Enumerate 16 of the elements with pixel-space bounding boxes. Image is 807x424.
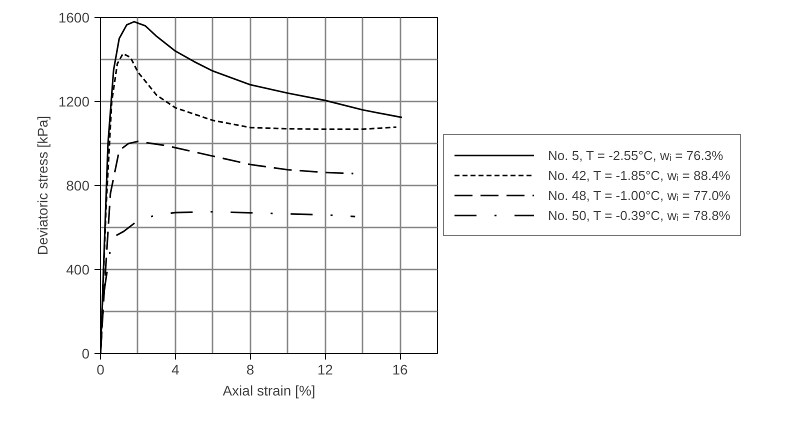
text: No. 5, T = -2.55°C, wᵢ = 76.3%: [548, 148, 724, 162]
y-tick-label: 1200: [58, 94, 90, 110]
text: No. 48, T = -1.00°C, wᵢ = 77.0%: [548, 188, 730, 202]
x-tick-label: 4: [171, 362, 180, 378]
text: No. 42, T = -1.85°C, wᵢ = 88.4%: [548, 168, 730, 182]
y-tick-label: 800: [66, 178, 90, 194]
x-tick-label: 12: [317, 362, 334, 378]
x-tick-label: 16: [392, 362, 408, 378]
y-tick-label: 400: [66, 262, 90, 278]
x-tick-label: 0: [96, 362, 105, 378]
x-tick-label: 8: [246, 362, 254, 378]
y-tick-label: 1600: [58, 10, 90, 26]
x-axis-title: Axial strain [%]: [222, 382, 316, 398]
y-axis-title: Deviatoric stress [kPa]: [34, 116, 50, 256]
text: No. 50, T = -0.39°C, wᵢ = 78.8%: [548, 208, 730, 222]
y-tick-label: 0: [82, 346, 90, 362]
